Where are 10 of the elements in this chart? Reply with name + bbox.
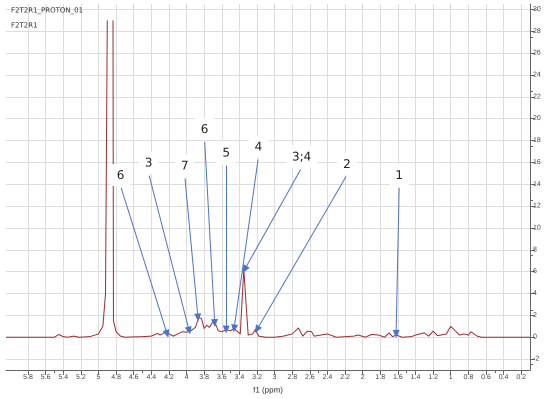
annotation: 1 <box>395 168 403 182</box>
annotation: 3 <box>144 156 152 170</box>
annotation: 2 <box>343 156 351 171</box>
x-axis-title: f1 (ppm) <box>253 386 284 394</box>
annotation: 6 <box>116 168 124 182</box>
annotation: 7 <box>180 158 189 173</box>
annotation: 5 <box>222 146 230 160</box>
annotation: 6 <box>200 122 208 136</box>
annotation: 3;4 <box>292 150 312 164</box>
annotation: 4 <box>254 140 262 154</box>
